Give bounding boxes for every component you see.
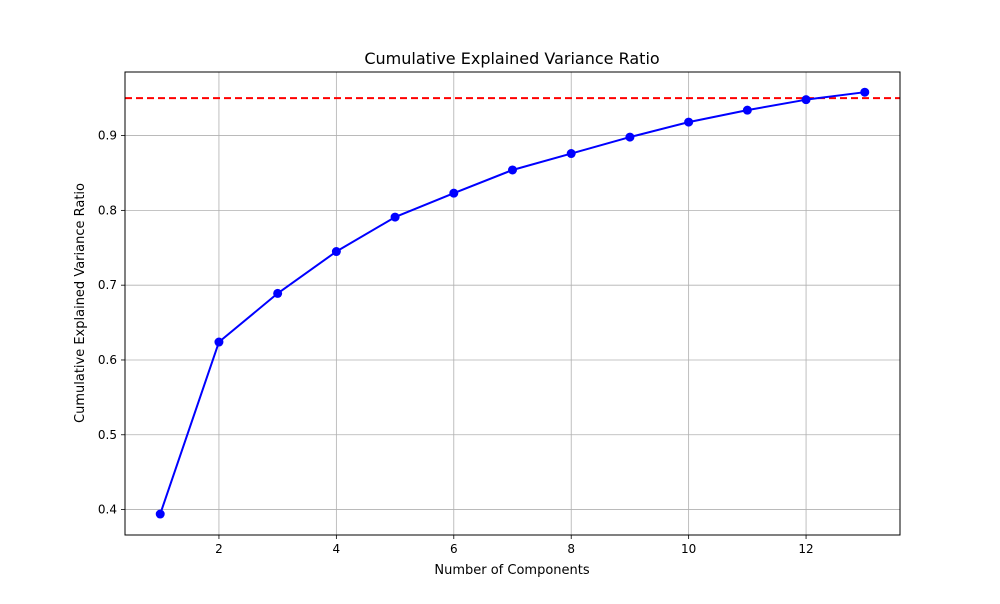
data-point: [860, 87, 870, 97]
data-point: [625, 132, 635, 142]
x-axis-label: Number of Components: [434, 563, 589, 578]
y-tick-label: 0.9: [98, 129, 117, 143]
data-point: [449, 188, 459, 198]
data-point: [801, 95, 811, 105]
plot-frame: [124, 71, 901, 536]
y-axis-label: Cumulative Explained Variance Ratio: [73, 183, 88, 423]
data-point: [508, 165, 517, 175]
chart-title: Cumulative Explained Variance Ratio: [364, 49, 659, 68]
x-axis-ticks: 2 4 6 8 10 12: [215, 535, 814, 556]
x-tick-label: 6: [450, 542, 458, 556]
data-point: [566, 149, 576, 159]
y-axis-ticks: 0.4 0.5 0.6 0.7 0.8 0.9: [98, 129, 125, 517]
y-tick-label: 0.7: [98, 278, 117, 292]
y-tick-label: 0.8: [98, 203, 117, 217]
series-line: [159, 91, 865, 515]
data-point: [742, 105, 752, 115]
data-point: [155, 509, 165, 519]
x-tick-label: 4: [333, 542, 341, 556]
data-point: [331, 247, 341, 257]
data-point: [214, 337, 224, 347]
data-point: [684, 117, 694, 127]
y-tick-label: 0.6: [98, 353, 117, 367]
x-tick-label: 10: [681, 542, 696, 556]
data-point: [390, 212, 400, 222]
grid: [125, 72, 900, 535]
data-point: [273, 288, 283, 298]
x-tick-label: 8: [567, 542, 575, 556]
x-tick-label: 12: [798, 542, 813, 556]
y-tick-label: 0.5: [98, 428, 117, 442]
y-tick-label: 0.4: [98, 503, 117, 517]
series-layer: [155, 87, 870, 519]
x-tick-label: 2: [215, 542, 223, 556]
